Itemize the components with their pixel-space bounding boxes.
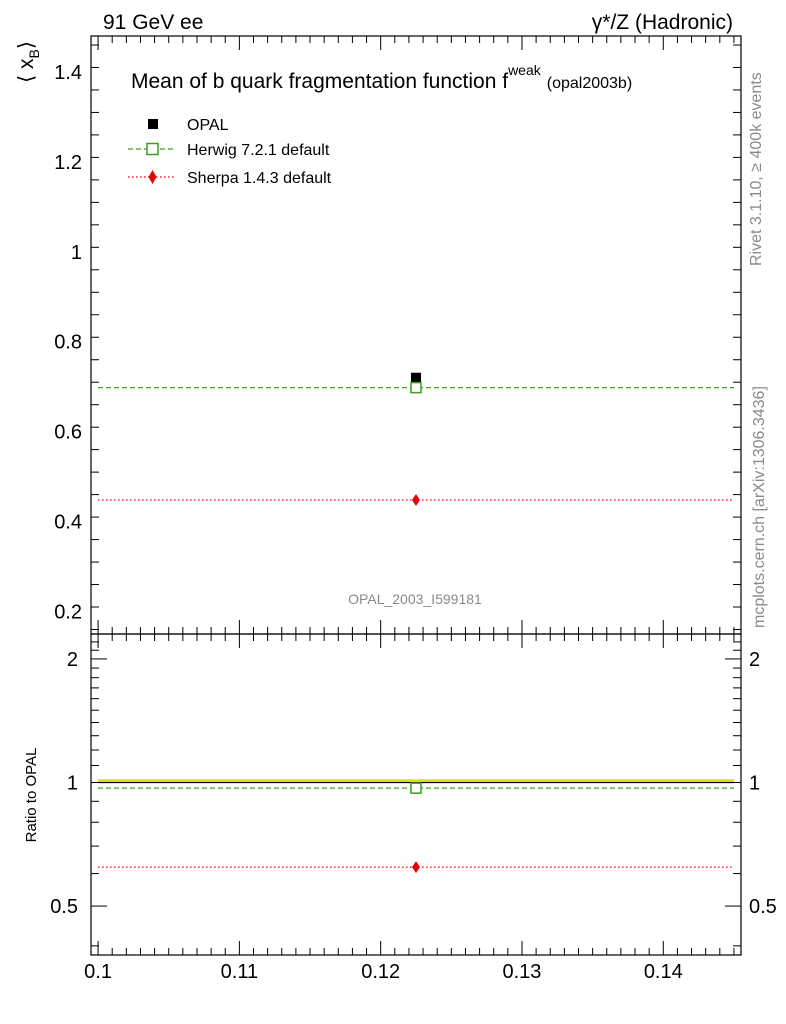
x-tick-label: 0.13 xyxy=(503,961,542,983)
legend-entry-opal: OPAL xyxy=(148,117,229,134)
header-right: γ*/Z (Hadronic) xyxy=(592,11,733,34)
main-y-tick-labels: 0.2 0.4 0.6 0.8 1 1.2 1.4 xyxy=(54,62,82,624)
y-tick-label-ratio-left: 2 xyxy=(67,649,78,671)
x-tick-label: 0.12 xyxy=(361,961,400,983)
ratio-plot-panel: 0.5 0.5 1 1 2 2 xyxy=(50,633,777,956)
rivet-label: Rivet 3.1.10, ≥ 400k events xyxy=(748,72,765,266)
main-y-axis-label-sub: B xyxy=(26,49,42,58)
ratio-point-sherpa xyxy=(412,861,420,874)
y-tick-label-main: 1 xyxy=(71,242,82,264)
ratio-y-axis-label: Ratio to OPAL xyxy=(23,748,40,843)
chart-title-main: Mean of b quark fragmentation function f xyxy=(131,70,508,93)
ratio-axis-ticks xyxy=(91,634,741,955)
ratio-series-group xyxy=(98,779,734,874)
main-plot-panel: 0.2 0.4 0.6 0.8 1 1.2 1.4 Mean of b quark frag… xyxy=(54,35,742,635)
y-tick-label-ratio-right: 2 xyxy=(749,649,760,671)
y-tick-label-main: 0.8 xyxy=(54,332,82,354)
legend-entry-sherpa: Sherpa 1.4.3 default xyxy=(128,170,332,187)
y-tick-label-main: 0.4 xyxy=(54,512,82,534)
header-left: 91 GeV ee xyxy=(103,11,203,34)
y-tick-label-ratio-right: 1 xyxy=(749,772,760,794)
data-point-opal xyxy=(411,372,421,383)
legend-entry-herwig: Herwig 7.2.1 default xyxy=(128,142,330,159)
mcplots-label: mcplots.cern.ch [arXiv:1306.3436] xyxy=(751,386,768,628)
ratio-plot-frame xyxy=(90,633,742,956)
main-y-axis-label-text: ⟨ x xyxy=(15,58,38,83)
legend-marker-opal xyxy=(148,119,158,129)
chart-title: Mean of b quark fragmentation function f… xyxy=(131,62,632,93)
chart-title-suffix: (opal2003b) xyxy=(547,75,632,92)
main-y-axis-label-close: ⟩ xyxy=(15,41,38,49)
legend-marker-sherpa xyxy=(148,170,157,184)
analysis-label: OPAL_2003_I599181 xyxy=(348,591,482,607)
data-point-sherpa xyxy=(412,494,420,507)
legend-label-herwig: Herwig 7.2.1 default xyxy=(187,142,330,159)
y-tick-label-main: 0.6 xyxy=(54,422,82,444)
main-series-group xyxy=(98,372,734,507)
legend-marker-herwig xyxy=(146,142,159,156)
x-tick-label: 0.14 xyxy=(644,961,683,983)
x-tick-label: 0.11 xyxy=(221,961,258,983)
data-point-herwig xyxy=(410,381,422,394)
y-tick-label-main: 1.4 xyxy=(54,62,82,84)
y-tick-label-ratio-left: 1 xyxy=(67,772,78,794)
y-tick-label-main: 0.2 xyxy=(54,602,82,624)
y-tick-label-ratio-left: 0.5 xyxy=(50,896,78,918)
ratio-y-tick-labels: 0.5 0.5 1 1 2 2 xyxy=(50,649,777,918)
legend: OPAL Herwig 7.2.1 default Sherpa 1.4.3 d… xyxy=(128,117,332,187)
y-tick-label-main: 1.2 xyxy=(54,152,82,174)
ratio-point-herwig xyxy=(410,782,422,794)
chart-title-superscript: weak xyxy=(507,62,542,78)
legend-label-opal: OPAL xyxy=(187,117,229,134)
x-tick-label: 0.1 xyxy=(84,961,112,983)
main-y-axis-label: ⟨ xB⟩ xyxy=(15,41,42,83)
legend-label-sherpa: Sherpa 1.4.3 default xyxy=(187,170,332,187)
y-tick-label-ratio-right: 0.5 xyxy=(749,896,777,918)
main-axis-ticks xyxy=(91,36,741,634)
x-axis-tick-labels: 0.1 0.11 0.12 0.13 0.14 xyxy=(84,961,683,983)
